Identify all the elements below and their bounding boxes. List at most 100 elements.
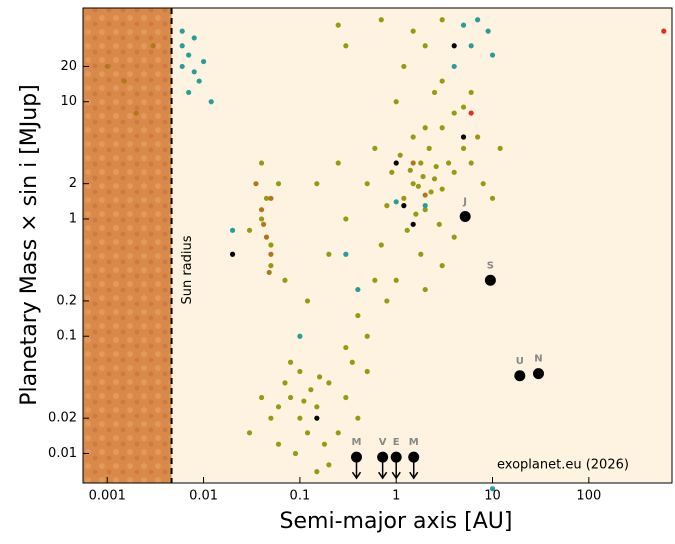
y-tick-label: 0.01 [48, 446, 77, 461]
planet-point [335, 430, 341, 436]
planet-point [297, 333, 303, 339]
solar-planet-label: M [352, 437, 362, 448]
upper-limit-arrowhead [351, 471, 362, 480]
planet-point [468, 43, 474, 49]
planet-point [186, 52, 192, 58]
solar-planet [532, 368, 544, 380]
planet-point [497, 145, 503, 151]
planet-point [253, 181, 259, 187]
planet-point [229, 227, 236, 233]
planet-point [460, 145, 467, 151]
planet-point [314, 415, 320, 421]
planet-point [468, 110, 474, 116]
planet-point [179, 43, 185, 49]
planet-point [439, 125, 445, 131]
planet-point [287, 394, 294, 401]
upper-limit-arrowhead [409, 471, 419, 480]
planet-point [258, 394, 265, 401]
solar-planet-label: E [393, 437, 400, 448]
solar-planet-label: V [379, 437, 387, 448]
planet-point [451, 234, 457, 240]
planet-point [422, 43, 428, 49]
planet-point [121, 78, 127, 84]
planet-point [422, 286, 428, 293]
planet-point [460, 22, 467, 28]
planet-point [401, 195, 407, 201]
planet-point [229, 251, 236, 257]
planet-point [268, 195, 274, 201]
credit: exoplanet.eu (2026) [497, 458, 629, 473]
upper-limit-arrowhead [378, 471, 388, 480]
planet-point [314, 181, 320, 187]
planet-point [282, 277, 288, 283]
planet-point [191, 69, 197, 75]
y-tick-label: 1 [69, 211, 77, 226]
planet-point [393, 99, 399, 105]
planet-point [258, 160, 265, 166]
solar-planet-label: J [462, 196, 467, 207]
planet-point [343, 216, 349, 222]
planet-point [133, 110, 139, 116]
planet-point [422, 203, 428, 209]
x-tick-label: 100 [576, 489, 601, 504]
planet-point [378, 17, 384, 23]
planet-point [343, 43, 349, 49]
planet-point [446, 160, 452, 166]
planet-point [104, 63, 110, 70]
x-tick-label: 1 [392, 489, 400, 504]
planet-point [410, 181, 416, 187]
planet-point [451, 169, 457, 175]
solar-planet [459, 210, 471, 222]
planet-point [431, 176, 438, 182]
solar-planet [484, 274, 496, 286]
planet-point [439, 78, 445, 84]
planet-point [401, 63, 407, 70]
planet-point [480, 181, 486, 187]
planet-point [475, 134, 481, 140]
planet-point [196, 78, 202, 84]
planet-point [304, 298, 311, 304]
planet-point [297, 368, 303, 375]
planet-point [407, 167, 413, 173]
planet-point [431, 89, 438, 96]
planet-point [410, 134, 416, 140]
planet-point [420, 173, 426, 180]
planet-point [246, 227, 253, 233]
planet-point [372, 277, 378, 283]
planet-point [378, 242, 384, 248]
planet-point [489, 486, 496, 492]
planet-point [261, 221, 267, 227]
planet-point [364, 333, 370, 339]
solar-planet [514, 370, 526, 382]
planet-point [397, 152, 403, 158]
planet-point [287, 359, 294, 365]
planet-point [308, 387, 314, 393]
planet-point [258, 216, 265, 222]
x-tick-label: 10 [484, 489, 501, 504]
planet-point [326, 251, 332, 257]
planet-point [489, 195, 496, 201]
y-tick-label: 20 [60, 59, 77, 74]
planet-point [268, 242, 274, 248]
planet-point [314, 404, 320, 410]
planet-point [282, 380, 288, 386]
planet-point [372, 145, 378, 151]
planet-point [263, 234, 270, 240]
planet-point [266, 269, 272, 276]
x-tick-label: 0.001 [89, 489, 126, 504]
y-tick-label: 0.2 [56, 293, 77, 308]
planet-point [451, 63, 457, 70]
planet-point [275, 404, 282, 410]
planet-point [661, 28, 667, 34]
planet-point [321, 441, 328, 447]
planet-point [410, 28, 416, 34]
planet-point [355, 415, 361, 421]
plot-frame [82, 7, 673, 484]
planet-point [401, 203, 407, 209]
planet-point [393, 277, 399, 283]
planet-point [246, 430, 253, 436]
planet-point [418, 160, 424, 166]
planet-point [439, 186, 445, 192]
planet-point [384, 298, 390, 304]
